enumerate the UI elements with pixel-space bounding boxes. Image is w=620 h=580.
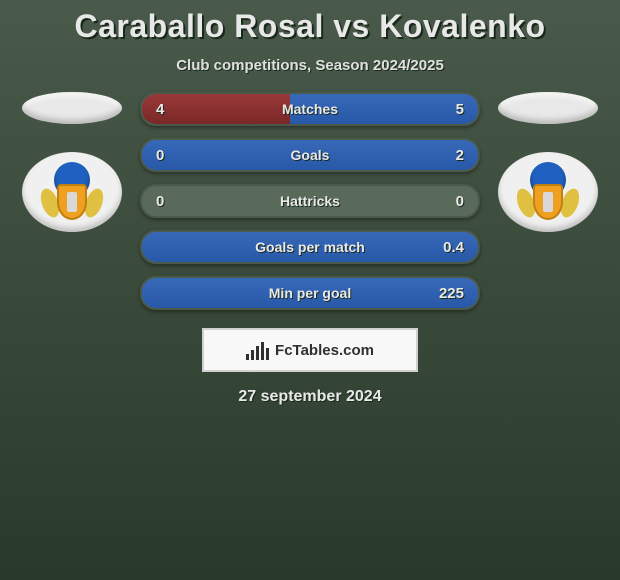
stat-value-right: 0 [456, 193, 464, 210]
stat-value-left: 0 [156, 147, 164, 164]
stat-label: Min per goal [142, 285, 478, 301]
comparison-content: Matches45Goals02Hattricks00Goals per mat… [0, 92, 620, 310]
stat-bar: Hattricks0 0 [140, 184, 480, 218]
player1-flag-icon [22, 92, 122, 124]
stat-bar: Min per goal225 [140, 276, 480, 310]
date-text: 27 september 2024 [0, 388, 620, 406]
brand-text: FcTables.com [275, 342, 374, 359]
stat-value-left: 4 [156, 101, 164, 118]
brand-chart-icon [246, 340, 269, 360]
player1-club-badge-icon [22, 152, 122, 232]
vs-text: vs [333, 8, 370, 44]
stats-bars: Matches45Goals02Hattricks00Goals per mat… [140, 92, 480, 310]
stat-value-right: 2 [456, 147, 464, 164]
stat-value-right: 225 [439, 285, 464, 302]
player2-flag-icon [498, 92, 598, 124]
stat-label: Goals [142, 147, 478, 163]
stat-bar: Matches4 5 [140, 92, 480, 126]
stat-label: Goals per match [142, 239, 478, 255]
brand-badge: FcTables.com [202, 328, 418, 372]
player1-name: Caraballo Rosal [74, 8, 323, 44]
stat-label: Hattricks [142, 193, 478, 209]
player2-club-badge-icon [498, 152, 598, 232]
stat-bar: Goals0 2 [140, 138, 480, 172]
left-column [22, 92, 122, 310]
stat-label: Matches [142, 101, 478, 117]
subtitle: Club competitions, Season 2024/2025 [0, 57, 620, 74]
stat-value-right: 0.4 [443, 239, 464, 256]
right-column [498, 92, 598, 310]
comparison-title: Caraballo Rosal vs Kovalenko [0, 8, 620, 45]
player2-name: Kovalenko [379, 8, 545, 44]
stat-bar: Goals per match0.4 [140, 230, 480, 264]
stat-value-left: 0 [156, 193, 164, 210]
stat-value-right: 5 [456, 101, 464, 118]
